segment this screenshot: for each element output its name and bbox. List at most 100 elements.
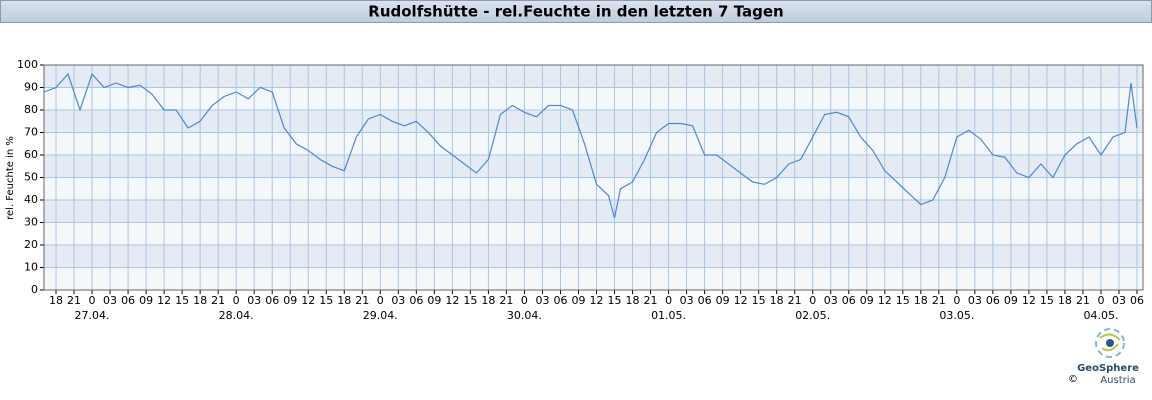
x-tick-label: 0 bbox=[953, 294, 960, 307]
grid-band bbox=[44, 200, 1143, 223]
x-tick-label: 15 bbox=[1040, 294, 1054, 307]
grid-band bbox=[44, 267, 1143, 290]
x-tick-label: 21 bbox=[499, 294, 513, 307]
data-line bbox=[43, 72, 1138, 219]
x-tick-label: 09 bbox=[139, 294, 153, 307]
x-tick-label: 12 bbox=[301, 294, 315, 307]
x-tick-label: 12 bbox=[1022, 294, 1036, 307]
x-tick-label: 09 bbox=[716, 294, 730, 307]
x-tick-label: 0 bbox=[809, 294, 816, 307]
x-tick-label: 06 bbox=[842, 294, 856, 307]
grid-band bbox=[44, 245, 1143, 268]
x-tick-label: 18 bbox=[337, 294, 351, 307]
x-tick-label: 21 bbox=[355, 294, 369, 307]
plot-frame bbox=[43, 64, 1144, 291]
x-tick-label: 09 bbox=[860, 294, 874, 307]
x-tick-label: 09 bbox=[571, 294, 585, 307]
x-tick-label: 12 bbox=[445, 294, 459, 307]
chart-title: Rudolfshütte - rel.Feuchte in den letzte… bbox=[368, 3, 783, 21]
date-label: 01.05. bbox=[651, 309, 686, 322]
x-tick-label: 15 bbox=[175, 294, 189, 307]
date-label: 04.05. bbox=[1083, 309, 1118, 322]
x-tick-label: 06 bbox=[986, 294, 1000, 307]
x-tick-label: 15 bbox=[752, 294, 766, 307]
x-tick-label: 06 bbox=[1130, 294, 1144, 307]
x-tick-label: 18 bbox=[914, 294, 928, 307]
y-tick-label: 80 bbox=[24, 103, 38, 116]
x-tick-label: 09 bbox=[427, 294, 441, 307]
x-tick-label: 03 bbox=[824, 294, 838, 307]
logo-icon bbox=[1106, 339, 1114, 347]
x-tick-label: 12 bbox=[878, 294, 892, 307]
x-tick-label: 03 bbox=[103, 294, 117, 307]
x-tick-label: 18 bbox=[1058, 294, 1072, 307]
y-tick-label: 60 bbox=[24, 148, 38, 161]
logo-icon bbox=[1099, 333, 1121, 352]
x-tick-label: 0 bbox=[377, 294, 384, 307]
logo bbox=[1095, 328, 1125, 358]
date-label: 03.05. bbox=[939, 309, 974, 322]
x-tick-label: 12 bbox=[590, 294, 604, 307]
x-tick-label: 21 bbox=[67, 294, 81, 307]
y-tick-label: 100 bbox=[17, 58, 38, 71]
x-tick-label: 21 bbox=[1076, 294, 1090, 307]
y-tick-label: 90 bbox=[24, 81, 38, 94]
grid-band bbox=[44, 65, 1143, 88]
x-tick-label: 03 bbox=[968, 294, 982, 307]
x-tick-label: 03 bbox=[391, 294, 405, 307]
x-tick-label: 09 bbox=[1004, 294, 1018, 307]
logo-text: GeoSphere bbox=[1077, 363, 1139, 374]
x-tick-label: 12 bbox=[734, 294, 748, 307]
x-tick-label: 06 bbox=[121, 294, 135, 307]
grid-band bbox=[44, 222, 1143, 245]
x-tick-label: 03 bbox=[680, 294, 694, 307]
grid-band bbox=[44, 87, 1143, 110]
date-label: 30.04. bbox=[507, 309, 542, 322]
x-tick-label: 21 bbox=[211, 294, 225, 307]
grid-band bbox=[44, 155, 1143, 178]
x-tick-label: 03 bbox=[535, 294, 549, 307]
x-tick-label: 06 bbox=[265, 294, 279, 307]
x-tick-label: 21 bbox=[932, 294, 946, 307]
x-tick-label: 18 bbox=[770, 294, 784, 307]
y-tick-label: 50 bbox=[24, 171, 38, 184]
x-tick-label: 15 bbox=[608, 294, 622, 307]
x-tick-label: 18 bbox=[481, 294, 495, 307]
grid-band bbox=[44, 110, 1143, 133]
date-label: 27.04. bbox=[75, 309, 110, 322]
date-label: 02.05. bbox=[795, 309, 830, 322]
x-tick-label: 06 bbox=[698, 294, 712, 307]
x-tick-label: 03 bbox=[247, 294, 261, 307]
copyright: © bbox=[1068, 374, 1078, 385]
y-tick-label: 40 bbox=[24, 193, 38, 206]
date-label: 28.04. bbox=[219, 309, 254, 322]
x-tick-label: 21 bbox=[788, 294, 802, 307]
x-tick-label: 15 bbox=[319, 294, 333, 307]
x-tick-label: 15 bbox=[463, 294, 477, 307]
x-tick-label: 0 bbox=[233, 294, 240, 307]
x-tick-label: 18 bbox=[626, 294, 640, 307]
y-tick-label: 70 bbox=[24, 126, 38, 139]
x-tick-label: 18 bbox=[49, 294, 63, 307]
y-axis-label: rel. Feuchte in % bbox=[5, 136, 16, 220]
x-tick-label: 09 bbox=[283, 294, 297, 307]
y-tick-label: 20 bbox=[24, 238, 38, 251]
x-tick-label: 06 bbox=[553, 294, 567, 307]
y-tick-label: 0 bbox=[31, 283, 38, 296]
x-tick-label: 21 bbox=[644, 294, 658, 307]
grid-band bbox=[44, 177, 1143, 200]
x-tick-label: 18 bbox=[193, 294, 207, 307]
x-tick-label: 0 bbox=[89, 294, 96, 307]
x-tick-label: 12 bbox=[157, 294, 171, 307]
x-tick-label: 0 bbox=[521, 294, 528, 307]
logo-icon bbox=[1095, 328, 1125, 358]
date-label: 29.04. bbox=[363, 309, 398, 322]
x-tick-label: 0 bbox=[1097, 294, 1104, 307]
y-tick-label: 30 bbox=[24, 216, 38, 229]
x-tick-label: 03 bbox=[1112, 294, 1126, 307]
x-tick-label: 0 bbox=[665, 294, 672, 307]
x-tick-label: 06 bbox=[409, 294, 423, 307]
plot-area: 0 10 20 30 40 50 60 70 80 90 100 18 21 0 03 06 09 12 15 18 2… bbox=[17, 58, 1144, 322]
x-tick-label: 15 bbox=[896, 294, 910, 307]
